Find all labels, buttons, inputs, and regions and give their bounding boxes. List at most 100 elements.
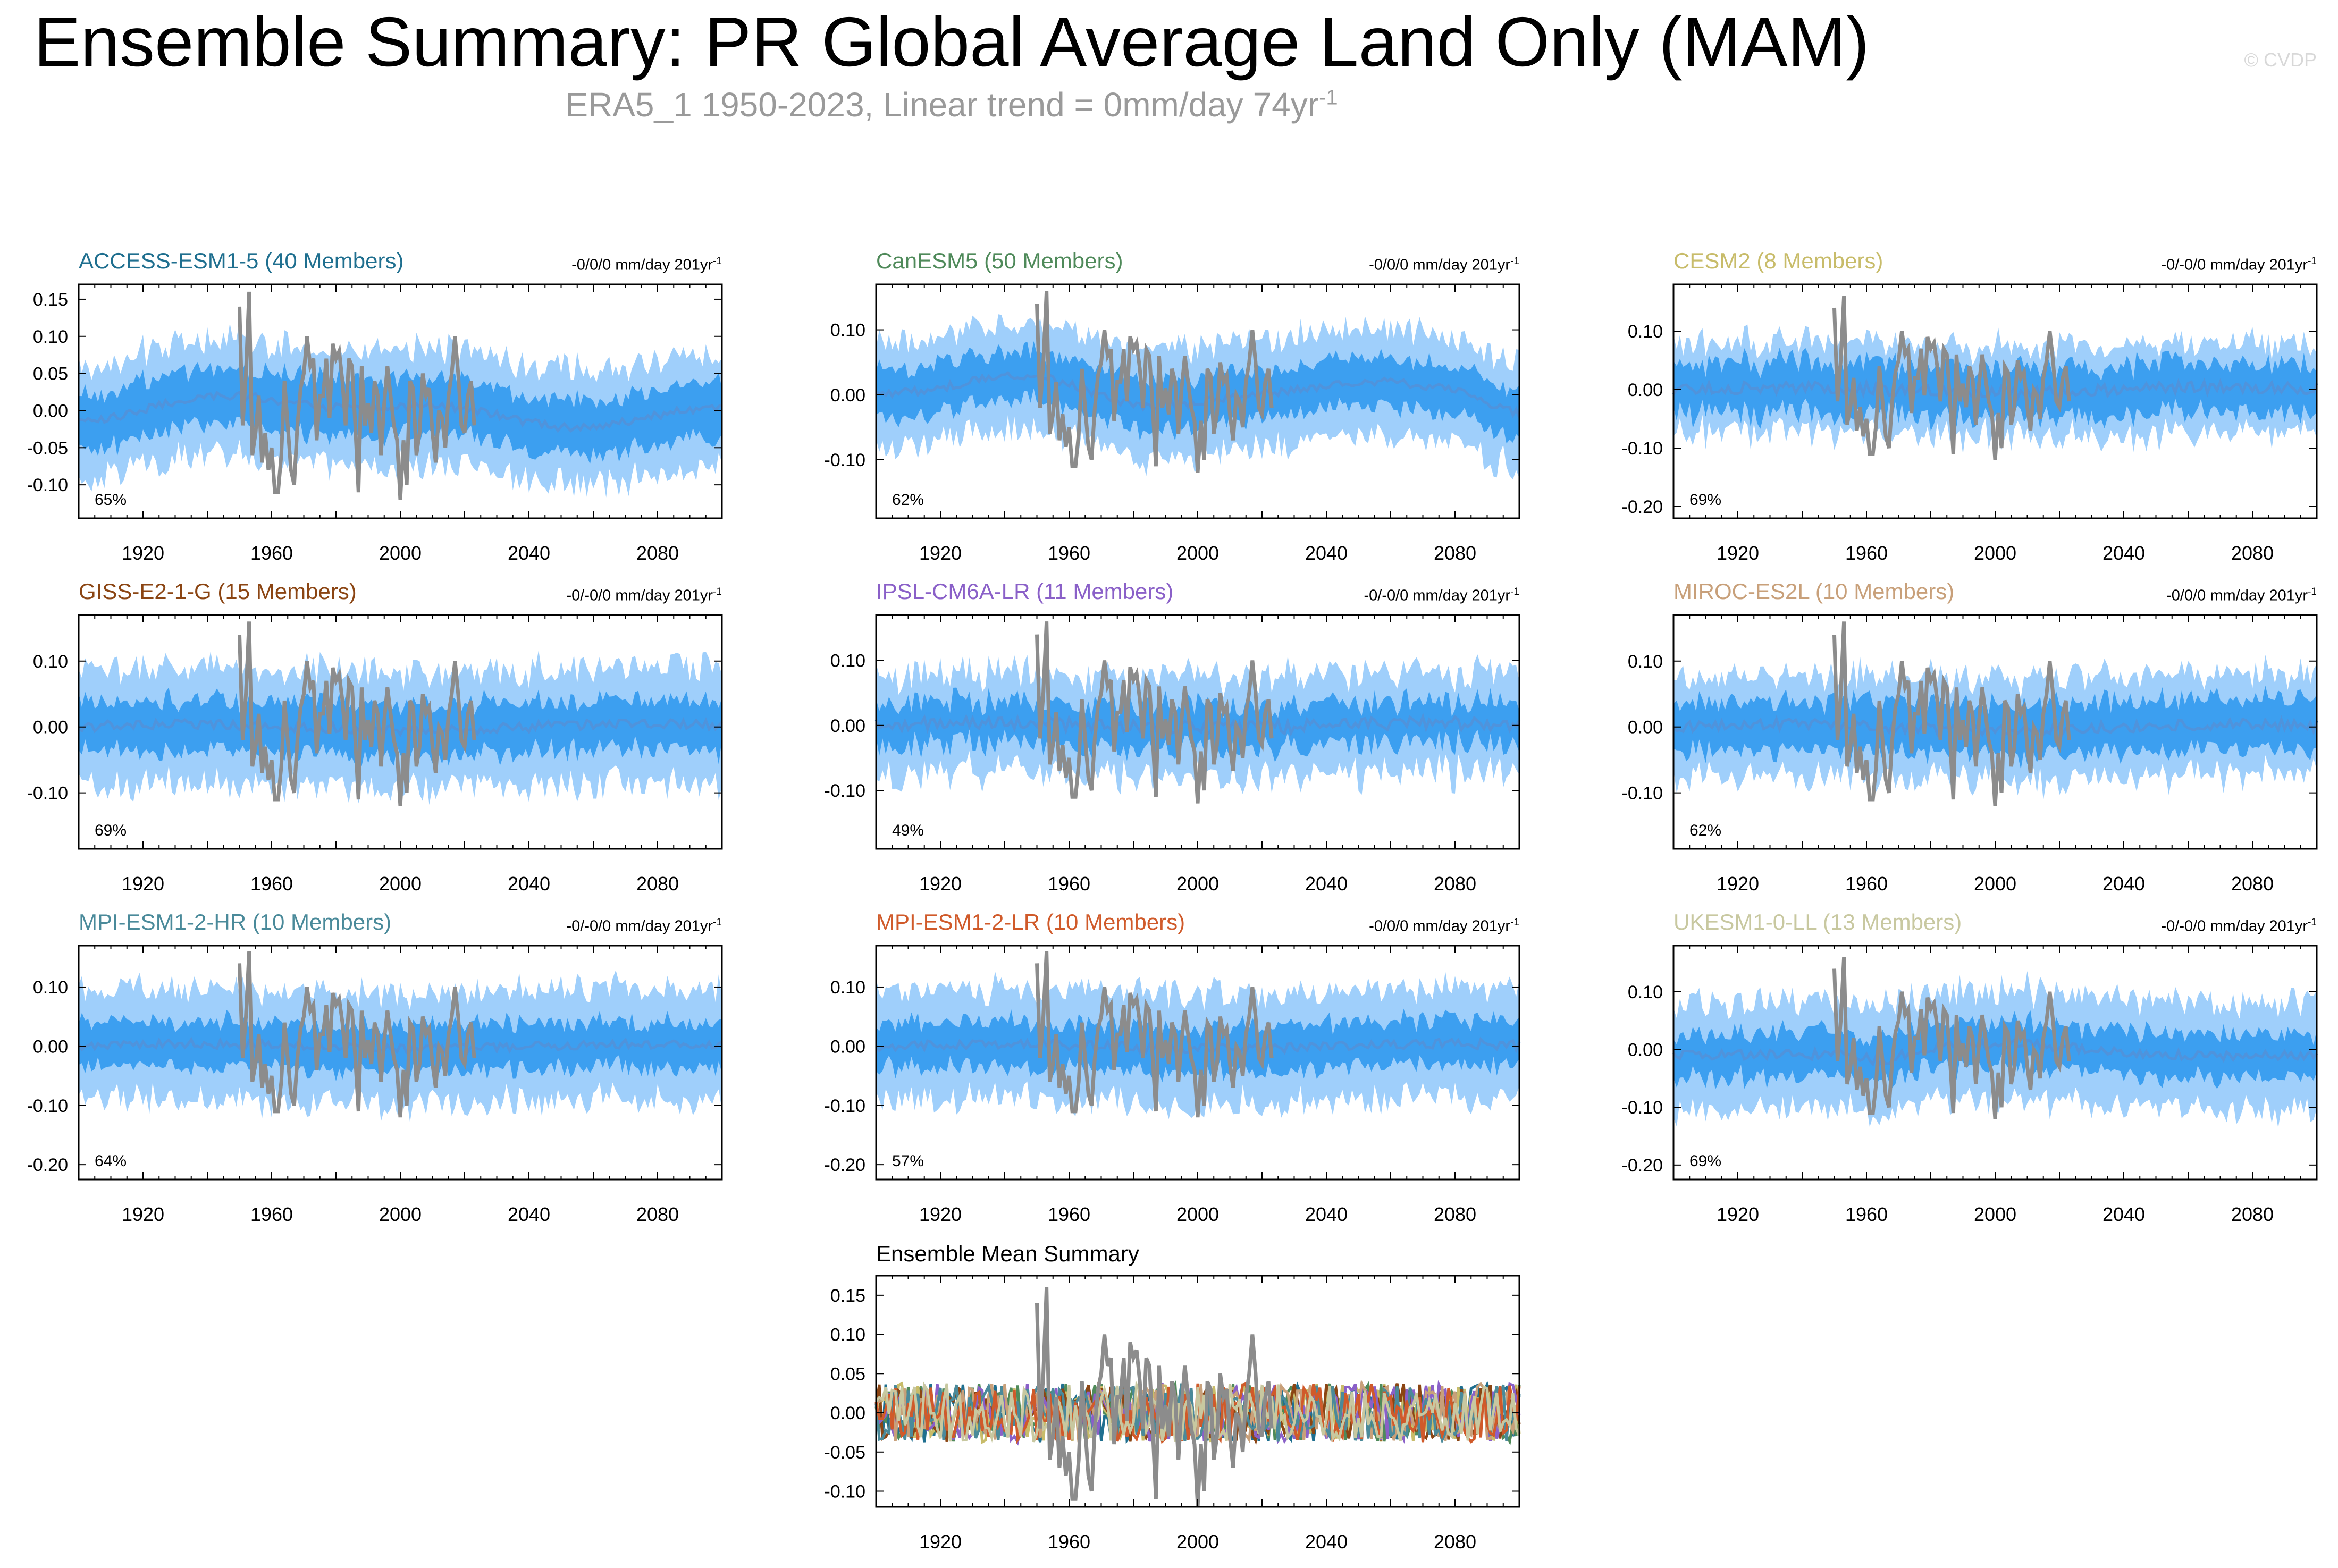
y-tick-label: -0.10 [825, 1096, 866, 1116]
x-tick-label: 1960 [1048, 873, 1090, 895]
panel-title: CanESM5 (50 Members) [876, 248, 1123, 273]
x-tick-label: 2040 [1305, 1531, 1348, 1553]
x-tick-label: 1920 [122, 1203, 164, 1225]
x-tick-label: 1920 [1717, 873, 1759, 895]
trend-superscript: -1 [2308, 256, 2317, 267]
y-tick-label: 0.00 [830, 1036, 865, 1057]
x-tick-label: 2000 [379, 873, 422, 895]
panel-title: MPI-ESM1-2-LR (10 Members) [876, 909, 1185, 934]
observation-line [1035, 1287, 1274, 1507]
panel-title: MPI-ESM1-2-HR (10 Members) [79, 909, 392, 934]
x-tick-label: 2000 [1974, 873, 2016, 895]
trend-superscript: -1 [1510, 917, 1519, 928]
panel-trend-label: -0/0/0 mm/day 201yr-1 [571, 256, 722, 274]
y-tick-label: 0.15 [33, 290, 68, 310]
x-tick-label: 2040 [1305, 542, 1348, 564]
y-tick-label: 0.00 [1628, 380, 1663, 400]
ensemble-mean-line [77, 1036, 722, 1056]
ensemble-mean-series-7 [874, 1381, 1521, 1445]
observation-line [1035, 291, 1274, 473]
y-tick-label: -0.10 [1622, 439, 1663, 459]
inner-spread-band [1673, 348, 2317, 432]
ensemble-mean-line [1672, 1037, 2318, 1067]
cvdp-watermark: © CVDP [2244, 49, 2317, 71]
y-tick-label: 0.00 [33, 1036, 68, 1057]
ensemble-mean-series-6 [874, 1382, 1521, 1444]
y-tick-label: -0.10 [825, 781, 866, 801]
x-tick-label: 1920 [919, 1203, 962, 1225]
chart-panel-mpihr: MPI-ESM1-2-HR (10 Members) -0/-0/0 mm/day… [0, 887, 802, 1238]
trend-superscript: -1 [713, 586, 722, 597]
y-tick-label: -0.05 [27, 438, 69, 458]
x-tick-label: 2000 [1974, 1203, 2016, 1225]
x-tick-label: 2000 [1176, 1531, 1219, 1553]
plot-area-mpihr: 1920 1960 2000 2040 2080 -0.20 -0.10 0.00 0.10 64… [27, 945, 723, 1225]
subtitle-superscript: -1 [1319, 86, 1338, 109]
plot-area-ukesm: 1920 1960 2000 2040 2080 -0.20 -0.10 0.00 0.10 69… [1622, 945, 2318, 1225]
chart-panel-ukesm: UKESM1-0-LL (13 Members) -0/-0/0 mm/day 2… [1594, 887, 2338, 1238]
y-tick-label: 0.10 [1628, 322, 1663, 342]
y-tick-label: 0.00 [33, 401, 68, 421]
figure-subtitle: ERA5_1 1950-2023, Linear trend = 0mm/day… [0, 85, 1903, 124]
x-tick-label: 1960 [1845, 542, 1888, 564]
x-tick-label: 2000 [379, 542, 422, 564]
observation-line [238, 291, 476, 500]
y-tick-label: 0.10 [830, 651, 865, 671]
y-tick-label: 0.00 [1628, 1040, 1663, 1060]
percent-label: 57% [892, 1152, 924, 1170]
y-tick-label: -0.05 [825, 1443, 866, 1463]
x-tick-label: 1920 [1717, 542, 1759, 564]
panel-trend-label: -0/-0/0 mm/day 201yr-1 [2161, 256, 2317, 274]
x-tick-label: 1920 [122, 873, 164, 895]
percent-label: 69% [95, 822, 127, 839]
x-tick-label: 1920 [1717, 1203, 1759, 1225]
chart-panel-cesm2: CESM2 (8 Members) -0/-0/0 mm/day 201yr-1 1… [1594, 226, 2338, 577]
inner-spread-band [1673, 685, 2317, 770]
y-tick-label: 0.10 [33, 977, 68, 998]
y-tick-label: 0.00 [830, 1403, 865, 1423]
chart-panel-access: ACCESS-ESM1-5 (40 Members) -0/0/0 mm/day … [0, 226, 802, 577]
plot-area-miroc: 1920 1960 2000 2040 2080 -0.10 0.00 0.10 62% [1622, 614, 2318, 895]
observation-line [1832, 957, 2071, 1119]
ensemble-mean-line [874, 712, 1521, 739]
panel-trend-label: -0/-0/0 mm/day 201yr-1 [566, 586, 722, 605]
x-tick-label: 2080 [1434, 873, 1476, 895]
ensemble-mean-line [875, 1036, 1521, 1056]
percent-label: 65% [95, 491, 127, 509]
inner-spread-band [1673, 1010, 2317, 1090]
percent-label: 62% [892, 491, 924, 509]
inner-spread-band [79, 687, 722, 766]
x-tick-label: 2080 [636, 873, 679, 895]
ensemble-mean-line [78, 716, 723, 737]
trend-superscript: -1 [713, 256, 722, 267]
x-tick-label: 1960 [1048, 1531, 1090, 1553]
x-tick-label: 1920 [122, 542, 164, 564]
figure-title: Ensemble Summary: PR Global Average Land… [33, 3, 1870, 81]
plot-area-ipsl: 1920 1960 2000 2040 2080 -0.10 0.00 0.10 49% [825, 614, 1521, 895]
inner-spread-band [876, 687, 1519, 762]
trend-text: -0/-0/0 mm/day 201yr [2161, 917, 2308, 935]
x-tick-label: 1960 [1048, 1203, 1090, 1225]
panel-title: ACCESS-ESM1-5 (40 Members) [79, 248, 404, 273]
panel-title: CESM2 (8 Members) [1673, 248, 1883, 273]
panel-trend-label: -0/0/0 mm/day 201yr-1 [1369, 256, 1519, 274]
panel-title: MIROC-ES2L (10 Members) [1673, 579, 1955, 604]
x-tick-label: 2080 [636, 1203, 679, 1225]
trend-text: -0/0/0 mm/day 201yr [571, 256, 713, 274]
x-tick-label: 2040 [1305, 873, 1348, 895]
plot-area-giss: 1920 1960 2000 2040 2080 -0.10 0.00 0.10 69% [27, 614, 723, 895]
trend-text: -0/0/0 mm/day 201yr [2166, 587, 2308, 604]
observation-line [238, 621, 476, 806]
x-tick-label: 1960 [250, 542, 293, 564]
y-tick-label: -0.20 [1622, 497, 1663, 517]
plot-area-summary: 1920 1960 2000 2040 2080 -0.10 -0.05 0.00 0.05 0.… [825, 1275, 1521, 1553]
y-tick-label: -0.10 [1622, 1098, 1663, 1118]
x-tick-label: 2080 [1434, 542, 1476, 564]
y-tick-label: 0.10 [830, 977, 865, 998]
x-tick-label: 2000 [1176, 542, 1219, 564]
y-tick-label: -0.10 [825, 450, 866, 470]
trend-superscript: -1 [713, 917, 722, 928]
chart-panel-canesm: CanESM5 (50 Members) -0/0/0 mm/day 201yr-… [796, 226, 1599, 577]
x-tick-label: 2000 [1176, 873, 1219, 895]
percent-label: 69% [1689, 1152, 1721, 1170]
